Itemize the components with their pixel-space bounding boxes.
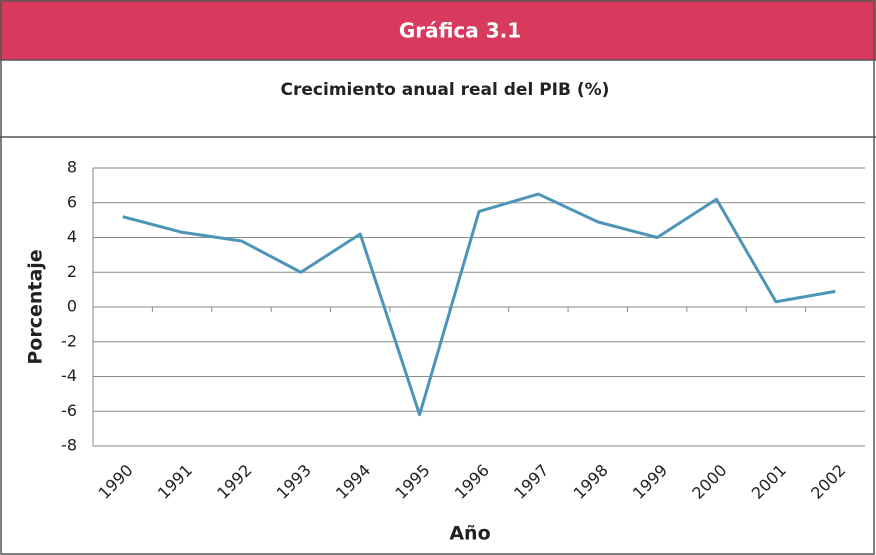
x-axis-label: Año bbox=[449, 523, 490, 545]
y-tick-label: -8 bbox=[61, 436, 77, 455]
x-tick-label: 1990 bbox=[94, 461, 136, 503]
x-tick-label: 2001 bbox=[748, 461, 790, 503]
header-bar bbox=[0, 0, 876, 60]
header-title: Gráfica 3.1 bbox=[399, 19, 521, 43]
y-tick-label: 8 bbox=[67, 158, 77, 177]
y-tick-label: -6 bbox=[61, 401, 77, 420]
y-tick-label: -4 bbox=[61, 366, 77, 385]
y-axis-label: Porcentaje bbox=[25, 249, 47, 364]
x-tick-label: 1995 bbox=[391, 461, 433, 503]
x-tick-label: 2002 bbox=[807, 461, 849, 503]
x-tick-label: 1991 bbox=[154, 461, 196, 503]
x-tick-label: 1996 bbox=[451, 461, 493, 503]
y-tick-label: -2 bbox=[61, 331, 77, 350]
y-tick-label: 0 bbox=[67, 297, 77, 316]
x-tick-label: 1993 bbox=[273, 461, 315, 503]
y-tick-label: 2 bbox=[67, 262, 77, 281]
data-line bbox=[122, 192, 836, 417]
x-tick-label: 1992 bbox=[213, 461, 255, 503]
x-tick-label: 1997 bbox=[510, 461, 552, 503]
x-tick-label: 1994 bbox=[332, 461, 374, 503]
x-tick-label: 2000 bbox=[688, 461, 730, 503]
y-tick-label: 4 bbox=[67, 227, 77, 246]
y-tick-label: 6 bbox=[67, 192, 77, 211]
x-tick-label: 1998 bbox=[570, 461, 612, 503]
x-tick-label: 1999 bbox=[629, 461, 671, 503]
chart-title: Crecimiento anual real del PIB (%) bbox=[281, 80, 610, 100]
